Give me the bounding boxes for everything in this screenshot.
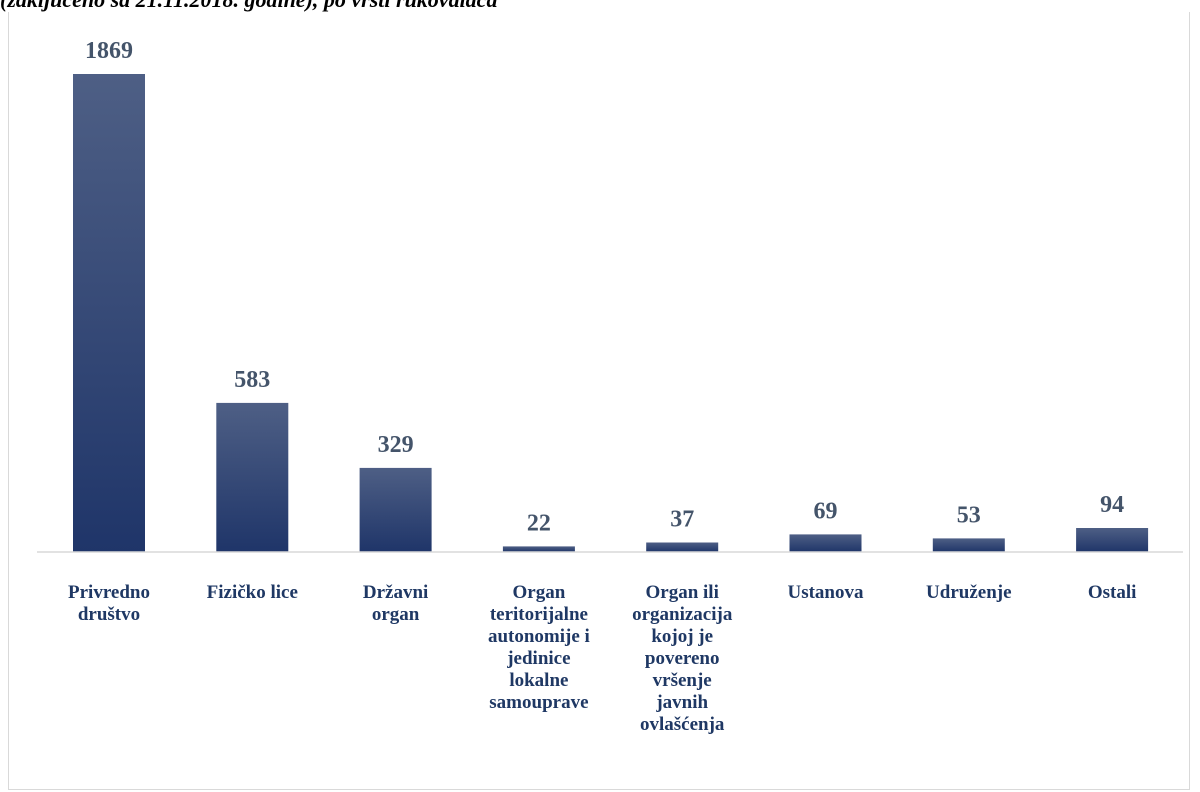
category-label-3: Državni organ xyxy=(363,582,428,625)
value-label-2: 583 xyxy=(234,367,270,393)
category-label-2: Fizičko lice xyxy=(207,582,298,603)
category-labels-group: Privredno društvo Fizičko lice Državni organ… xyxy=(68,582,1136,735)
value-label-5: 37 xyxy=(670,507,694,533)
value-label-3: 329 xyxy=(378,432,414,458)
category-label-7: Udruženje xyxy=(926,582,1011,603)
bar-5 xyxy=(646,542,719,552)
value-label-1: 1869 xyxy=(85,38,133,64)
bar-7 xyxy=(932,538,1005,552)
value-label-8: 94 xyxy=(1100,492,1124,518)
bar-1 xyxy=(73,74,145,552)
bar-4 xyxy=(502,546,575,552)
value-label-4: 22 xyxy=(527,510,551,536)
bar-3 xyxy=(359,467,432,552)
chart-frame xyxy=(8,12,1190,790)
category-label-8: Ostali xyxy=(1088,582,1137,603)
category-label-1: Privredno društvo xyxy=(68,582,150,625)
value-label-6: 69 xyxy=(814,498,838,524)
bar-8 xyxy=(1076,528,1149,552)
value-labels-group: 1869 583 329 22 37 69 53 94 xyxy=(85,38,1124,536)
category-label-4: Organ teritorijalne autonomije i jedinice lo… xyxy=(488,582,590,713)
value-label-7: 53 xyxy=(957,502,981,528)
category-label-6: Ustanova xyxy=(787,582,864,603)
bar-2 xyxy=(216,402,289,552)
chart-title: (zaključeno sa 21.11.2018. godine), po v… xyxy=(0,0,1200,12)
category-label-5: Organ ili organizacija kojoj je povereno vrš… xyxy=(632,582,733,735)
bars-group xyxy=(73,74,1149,552)
bar-6 xyxy=(789,534,862,552)
